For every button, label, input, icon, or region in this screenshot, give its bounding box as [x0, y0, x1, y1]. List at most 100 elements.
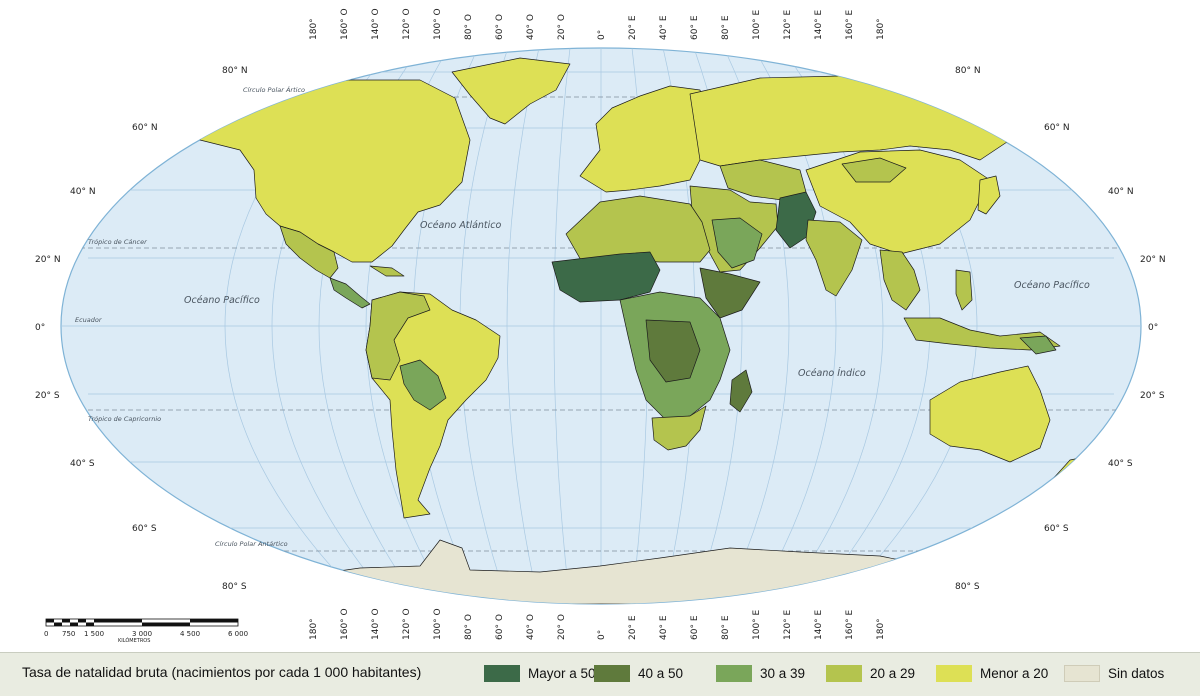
caribbean: [369, 265, 405, 277]
svg-text:40° E: 40° E: [659, 15, 669, 40]
ocean-label-indian: Océano Índico: [798, 367, 866, 379]
central-america: [329, 277, 371, 309]
philippines: [955, 269, 973, 311]
legend-item-mayor-50: Mayor a 50: [484, 663, 596, 683]
svg-text:0°: 0°: [597, 630, 607, 640]
svg-text:20° O: 20° O: [557, 14, 567, 40]
legend-label: 20 a 29: [870, 665, 916, 681]
andean-countries: [365, 291, 431, 381]
svg-text:6 000: 6 000: [228, 630, 248, 638]
svg-text:80° E: 80° E: [721, 15, 731, 40]
svg-text:0°: 0°: [35, 323, 45, 333]
svg-text:80° O: 80° O: [464, 614, 474, 640]
svg-text:160° E: 160° E: [845, 9, 855, 40]
latitude-labels-right: 80° N 60° N 40° N 20° N 0° 20° S 40° S 6…: [955, 66, 1166, 592]
legend-label: Menor a 20: [980, 665, 1049, 681]
legend-swatch: [594, 664, 630, 682]
legend-item-menor-20: Menor a 20: [936, 663, 1048, 683]
svg-text:140° E: 140° E: [814, 9, 824, 40]
legend-item-20-29: 20 a 29: [826, 663, 915, 683]
svg-text:KILÓMETROS: KILÓMETROS: [118, 637, 150, 644]
svg-text:160° E: 160° E: [845, 609, 855, 640]
svg-text:160° O: 160° O: [340, 8, 350, 40]
svg-text:100° O: 100° O: [433, 608, 443, 640]
legend-item-30-39: 30 a 39: [716, 663, 805, 683]
svg-text:0°: 0°: [597, 30, 607, 40]
svg-text:20° N: 20° N: [1140, 255, 1166, 265]
svg-text:140° O: 140° O: [371, 608, 381, 640]
legend-item-sin-datos: Sin datos: [1064, 663, 1164, 683]
svg-text:120° E: 120° E: [783, 609, 793, 640]
svg-text:4 500: 4 500: [180, 630, 200, 638]
legend-swatch: [716, 664, 752, 682]
svg-text:120° O: 120° O: [402, 8, 412, 40]
legend-swatch: [484, 664, 520, 682]
saudi-arabia: [711, 217, 763, 269]
southeast-asia: [879, 249, 921, 311]
svg-text:80° S: 80° S: [222, 582, 247, 592]
svg-text:120° O: 120° O: [402, 608, 412, 640]
legend-label: 40 a 50: [638, 665, 684, 681]
svg-text:40° S: 40° S: [70, 459, 95, 469]
ocean-label-atlantic: Océano Atlántico: [420, 220, 502, 231]
svg-text:80° S: 80° S: [955, 582, 980, 592]
longitude-labels-bottom: 180° 160° O 140° O 120° O 100° O 80° O 6…: [309, 608, 886, 640]
tropic-of-cancer-label: Trópico de Cáncer: [88, 238, 148, 246]
latitude-labels-left: 80° N 60° N 40° N 20° N 0° 20° S 40° S 6…: [35, 66, 248, 592]
legend-title: Tasa de natalidad bruta (nacimientos por…: [22, 664, 422, 680]
drc-region: [645, 319, 701, 383]
longitude-labels-top: 180° 160° O 140° O 120° O 100° O 80° O 6…: [309, 8, 886, 40]
svg-text:100° E: 100° E: [752, 9, 762, 40]
north-america: [189, 79, 471, 263]
svg-text:60° N: 60° N: [132, 123, 158, 133]
legend-item-40-50: 40 a 50: [594, 663, 683, 683]
svg-text:0: 0: [44, 630, 48, 638]
legend-swatch: [936, 664, 972, 682]
svg-text:80° N: 80° N: [955, 66, 981, 76]
svg-text:60° E: 60° E: [690, 15, 700, 40]
svg-text:20° E: 20° E: [628, 615, 638, 640]
arctic-circle-label: Círculo Polar Ártico: [243, 85, 305, 94]
svg-text:40° E: 40° E: [659, 615, 669, 640]
svg-text:80° O: 80° O: [464, 14, 474, 40]
svg-text:140° E: 140° E: [814, 609, 824, 640]
papua-new-guinea: [1019, 335, 1057, 355]
svg-text:0°: 0°: [1148, 323, 1158, 333]
australia: [929, 365, 1051, 463]
svg-text:60° O: 60° O: [495, 14, 505, 40]
ocean-label-pacific-west: Océano Pacífico: [184, 295, 260, 306]
madagascar: [729, 369, 753, 413]
svg-text:180°: 180°: [309, 618, 319, 640]
svg-text:80° E: 80° E: [721, 615, 731, 640]
svg-text:750: 750: [62, 630, 75, 638]
svg-text:100° E: 100° E: [752, 609, 762, 640]
svg-text:180°: 180°: [876, 18, 886, 40]
svg-text:40° O: 40° O: [526, 614, 536, 640]
sahel: [551, 251, 661, 303]
svg-text:40° O: 40° O: [526, 14, 536, 40]
southern-africa: [651, 405, 707, 451]
world-birth-rate-map: Océano Atlántico Océano Pacífico Océano …: [35, 8, 1166, 644]
svg-text:140° O: 140° O: [371, 8, 381, 40]
ocean-label-pacific-east: Océano Pacífico: [1014, 280, 1090, 291]
indonesia: [903, 317, 1061, 351]
mongolia: [841, 157, 907, 183]
svg-text:20° O: 20° O: [557, 614, 567, 640]
legend-label: 30 a 39: [760, 665, 806, 681]
legend-swatch: [826, 664, 862, 682]
legend-label: Mayor a 50: [528, 665, 596, 681]
svg-text:120° E: 120° E: [783, 9, 793, 40]
svg-text:20° S: 20° S: [1140, 391, 1165, 401]
svg-text:100° O: 100° O: [433, 8, 443, 40]
svg-text:40° S: 40° S: [1108, 459, 1133, 469]
svg-text:80° N: 80° N: [222, 66, 248, 76]
mexico: [279, 225, 339, 279]
greenland: [451, 57, 571, 125]
svg-text:180°: 180°: [876, 618, 886, 640]
legend-label: Sin datos: [1108, 665, 1165, 681]
svg-text:20° S: 20° S: [35, 391, 60, 401]
svg-text:60° E: 60° E: [690, 615, 700, 640]
bolivia-paraguay: [399, 359, 447, 411]
svg-text:60° O: 60° O: [495, 614, 505, 640]
svg-text:20° E: 20° E: [628, 15, 638, 40]
